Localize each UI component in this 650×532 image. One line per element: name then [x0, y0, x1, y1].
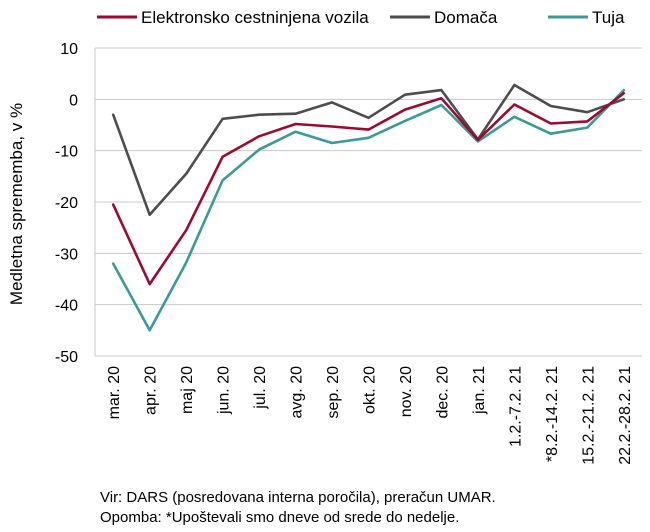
legend-entry: Tuja [592, 8, 625, 27]
source-note: Vir: DARS (posredovana interna poročila)… [100, 489, 496, 506]
x-tick-label: maj 20 [179, 366, 196, 414]
y-tick-label: -20 [55, 195, 78, 212]
x-tick-label: apr. 20 [143, 366, 160, 415]
x-tick-label: 15.2.-21.2. 21 [580, 366, 597, 465]
y-tick-label: -10 [55, 144, 78, 161]
y-axis-label: Medletna sprememba, v % [7, 103, 26, 305]
y-tick-label: -50 [55, 349, 78, 366]
legend-entry: Domača [434, 8, 498, 27]
y-axis-ticks: 10 0 -10 -20 -30 -40 -50 [55, 41, 78, 366]
x-tick-label: jan. 21 [471, 366, 488, 415]
gridlines [94, 47, 642, 357]
x-tick-label: mar. 20 [106, 366, 123, 419]
x-tick-label: *8.2.-14.2. 21 [544, 366, 561, 462]
x-tick-label: nov. 20 [398, 366, 415, 417]
x-tick-label: jun. 20 [216, 366, 233, 415]
x-tick-label: sep. 20 [325, 366, 342, 419]
series-line-1 [111, 83, 626, 217]
y-tick-label: -30 [55, 246, 78, 263]
y-tick-label: -40 [55, 298, 78, 315]
y-tick-label: 10 [60, 41, 78, 58]
x-tick-label: 22.2.-28.2. 21 [617, 366, 634, 465]
series-line-0 [111, 91, 626, 286]
series-line-2 [111, 88, 626, 332]
x-tick-label: jul. 20 [252, 366, 269, 410]
remark-note: Opomba: *Upoštevali smo dneve od srede d… [100, 509, 460, 526]
x-tick-label: dec. 20 [434, 366, 451, 419]
y-tick-label: 0 [69, 92, 78, 109]
legend-entry: Elektronsko cestninjena vozila [141, 8, 369, 27]
series-lines [111, 83, 626, 332]
x-tick-label: 1.2.-7.2. 21 [507, 366, 524, 447]
line-chart: Elektronsko cestninjena vozila Domača Tuja… [7, 8, 642, 465]
legend: Elektronsko cestninjena vozila Domača Tuja [97, 8, 625, 27]
x-tick-label: avg. 20 [289, 366, 306, 419]
x-tick-label: okt. 20 [362, 366, 379, 414]
x-axis-ticks: mar. 20 apr. 20 maj 20 jun. 20 jul. 20 avg. 2… [106, 366, 634, 465]
